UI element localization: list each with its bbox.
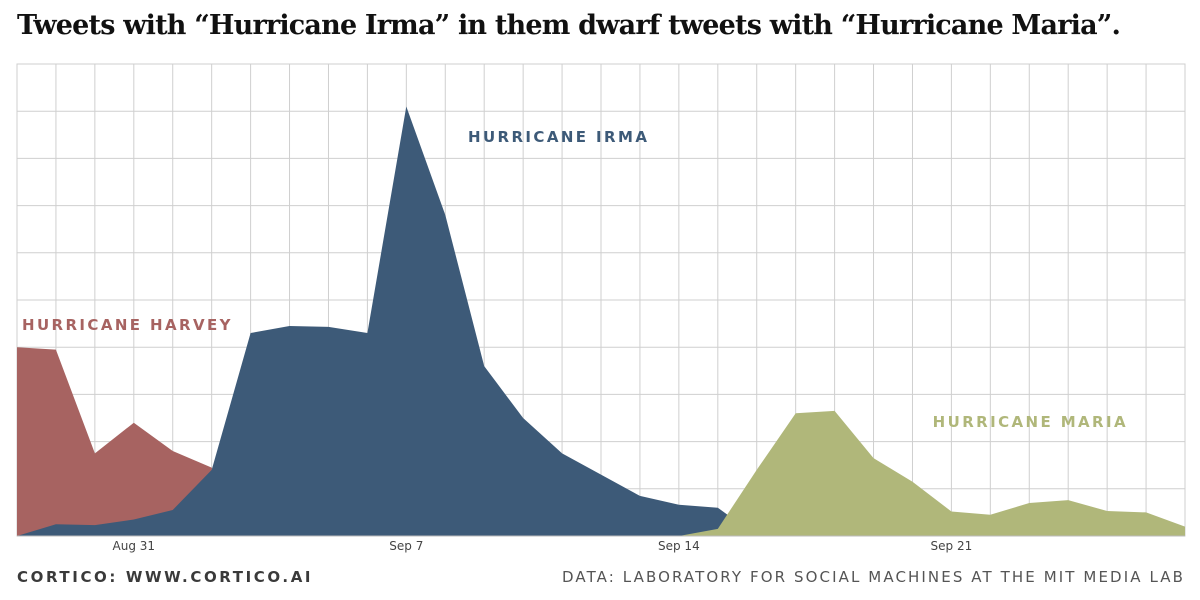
irma-area xyxy=(17,106,757,536)
credit-text: CORTICO: WWW.CORTICO.AI xyxy=(17,568,314,586)
x-tick-label: Sep 14 xyxy=(658,539,700,553)
maria-area xyxy=(678,410,1185,536)
x-tick-label: Sep 7 xyxy=(389,539,423,553)
x-tick-label: Sep 21 xyxy=(931,539,973,553)
maria-label: HURRICANE MARIA xyxy=(933,413,1128,431)
chart-title: Tweets with “Hurricane Irma” in them dwa… xyxy=(17,10,1121,41)
data-source-text: DATA: LABORATORY FOR SOCIAL MACHINES AT … xyxy=(562,568,1185,586)
irma-label: HURRICANE IRMA xyxy=(468,128,649,146)
chart-areas xyxy=(17,106,1185,537)
x-axis-ticks: Aug 31 Sep 7 Sep 14 Sep 21 xyxy=(113,539,973,553)
series-labels: HURRICANE HARVEY HURRICANE IRMA HURRICANE … xyxy=(22,128,1128,431)
harvey-area xyxy=(17,347,251,536)
x-tick-label: Aug 31 xyxy=(113,539,156,553)
harvey-label: HURRICANE HARVEY xyxy=(22,316,233,334)
chart-grid xyxy=(16,63,1186,537)
